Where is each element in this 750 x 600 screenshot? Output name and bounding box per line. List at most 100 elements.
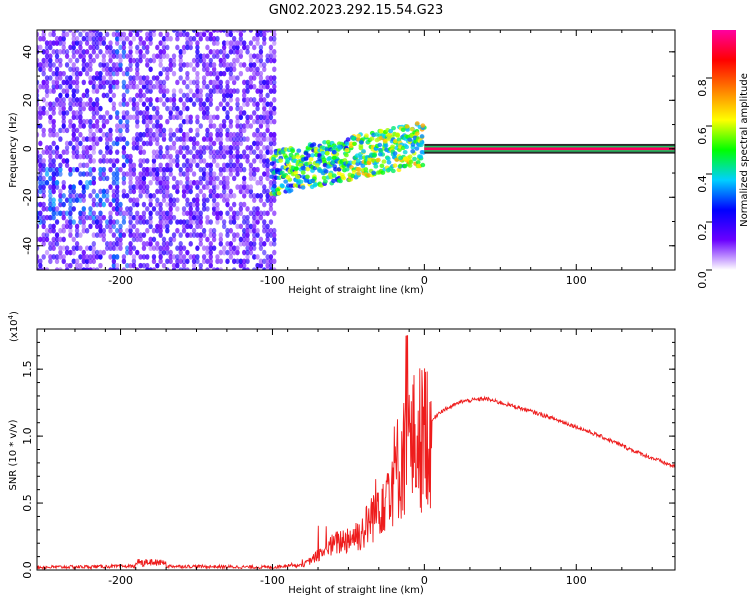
heatmap-cell — [44, 236, 50, 243]
heatmap-cell — [225, 184, 230, 190]
heatmap-cell — [98, 188, 103, 195]
heatmap-cell — [61, 236, 66, 243]
y-tick-label: 0.5 — [21, 494, 34, 512]
heatmap-cell — [37, 31, 40, 38]
heatmap-cell — [218, 166, 224, 173]
heatmap-cell — [225, 114, 230, 121]
heatmap-cell — [158, 206, 163, 212]
heatmap-cell — [118, 53, 123, 59]
heatmap-cell — [205, 179, 210, 186]
heatmap-cell — [238, 31, 244, 38]
heatmap-cell — [245, 223, 250, 230]
heatmap-cell — [208, 219, 213, 225]
heatmap-cell — [145, 118, 150, 125]
heatmap-cell — [78, 179, 83, 186]
heatmap-cell — [245, 258, 250, 265]
heatmap-cell — [128, 179, 133, 186]
heatmap-cell — [88, 158, 93, 164]
heatmap-cell — [268, 75, 274, 81]
heatmap-cell — [181, 245, 187, 251]
heatmap-cell — [392, 163, 398, 168]
heatmap-cell — [54, 232, 60, 238]
heatmap-cell — [331, 178, 336, 184]
heatmap-cell — [231, 44, 237, 51]
heatmap-cell — [255, 136, 260, 142]
heatmap-cell — [37, 57, 40, 64]
heatmap-cell — [41, 175, 46, 182]
heatmap-cell — [268, 57, 274, 64]
heatmap-cell — [245, 114, 250, 121]
heatmap-cell — [81, 79, 86, 86]
heatmap-cell — [235, 57, 240, 64]
heatmap-cell — [168, 197, 173, 203]
heatmap-cell — [145, 188, 150, 195]
heatmap-cell — [252, 254, 257, 260]
heatmap-cell — [128, 171, 133, 177]
heatmap-cell — [215, 149, 220, 155]
heatmap-cell — [54, 236, 60, 243]
heatmap-cell — [78, 214, 83, 221]
heatmap-cell — [215, 88, 220, 94]
heatmap-cell — [215, 153, 220, 160]
heatmap-cell — [228, 30, 234, 33]
heatmap-cell — [158, 214, 163, 221]
heatmap-cell — [191, 232, 197, 238]
heatmap-cell — [258, 79, 264, 86]
heatmap-cell — [115, 114, 120, 121]
heatmap-cell — [171, 97, 177, 103]
heatmap-cell — [88, 66, 93, 73]
heatmap-cell — [410, 142, 416, 147]
y-tick-label: 1.0 — [21, 427, 34, 445]
heatmap-cell — [188, 206, 193, 212]
heatmap-cell — [84, 179, 90, 186]
heatmap-cell — [138, 175, 143, 182]
heatmap-cell — [165, 70, 170, 77]
heatmap-cell — [258, 62, 264, 68]
heatmap-cell — [235, 214, 240, 221]
heatmap-cell — [245, 232, 250, 238]
heatmap-cell — [228, 171, 234, 177]
heatmap-cell — [84, 88, 90, 94]
heatmap-cell — [81, 123, 86, 129]
heatmap-cell — [265, 53, 270, 59]
heatmap-cell — [228, 188, 234, 195]
heatmap-cell — [188, 35, 193, 42]
heatmap-cell — [248, 245, 254, 251]
heatmap-cell — [165, 149, 170, 155]
heatmap-cell — [121, 136, 127, 142]
heatmap-cell — [265, 171, 270, 177]
heatmap-cell — [54, 184, 60, 190]
heatmap-cell — [185, 136, 190, 142]
heatmap-cell — [225, 131, 230, 138]
heatmap-cell — [94, 83, 100, 90]
heatmap-cell — [51, 197, 56, 203]
heatmap-cell — [272, 35, 277, 42]
heatmap-cell — [255, 53, 260, 59]
heatmap-cell — [141, 188, 147, 195]
heatmap-cell — [195, 79, 200, 86]
heatmap-cell — [155, 131, 160, 138]
heatmap-cell — [145, 206, 150, 212]
heatmap-cell — [228, 40, 234, 46]
heatmap-cell — [135, 175, 140, 182]
heatmap-cell — [78, 31, 83, 38]
heatmap-cell — [178, 149, 183, 155]
heatmap-cell — [104, 149, 110, 155]
heatmap-cell — [185, 162, 190, 169]
heatmap-cell — [115, 53, 120, 59]
heatmap-cell — [64, 75, 70, 81]
heatmap-cell — [265, 232, 270, 238]
heatmap-cell — [58, 49, 63, 55]
heatmap-cell — [88, 258, 93, 265]
heatmap-cell — [208, 232, 213, 238]
heatmap-cell — [165, 223, 170, 230]
heatmap-cell — [44, 92, 50, 99]
heatmap-cell — [215, 131, 220, 138]
heatmap-cell — [148, 97, 153, 103]
heatmap-cell — [108, 245, 113, 251]
heatmap-cell — [98, 262, 103, 269]
heatmap-cell — [258, 210, 264, 217]
heatmap-cell — [258, 30, 264, 33]
heatmap-cell — [118, 123, 123, 129]
heatmap-cell — [175, 79, 180, 86]
